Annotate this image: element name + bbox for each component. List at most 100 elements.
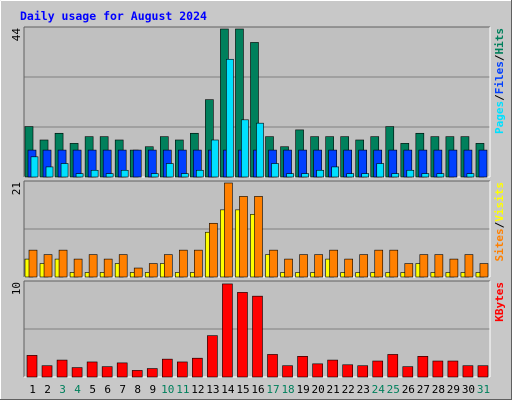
bar-files (178, 149, 187, 178)
x-tick-label: 1 (29, 383, 36, 396)
panel-kbytes (23, 280, 491, 378)
bar-visits (148, 263, 158, 278)
bar-visits (58, 249, 68, 278)
bar-visits (254, 196, 263, 278)
bar-visits (359, 254, 369, 278)
bar-pages (406, 169, 415, 178)
x-tick-label: 14 (221, 383, 235, 396)
bar-visits (449, 258, 459, 278)
axis-max-label: 44 (10, 28, 23, 42)
x-tick-label: 21 (327, 383, 340, 396)
bar-kbytes (357, 365, 369, 378)
legend-sites: Sites (493, 228, 506, 261)
x-tick-label: 25 (387, 383, 400, 396)
axis-max-label: 10 (10, 282, 23, 295)
x-tick-label: 9 (149, 383, 156, 396)
x-tick-label: 7 (119, 383, 126, 396)
bar-pages (150, 173, 159, 178)
bar-pages (421, 173, 430, 178)
x-tick-label: 13 (206, 383, 219, 396)
axis-max-label: 21 (10, 182, 23, 195)
legend-hits-files-pages: Pages/Files/Hits (493, 28, 506, 134)
bar-kbytes (116, 362, 128, 378)
bar-visits (329, 249, 338, 278)
bar-pages (30, 156, 39, 178)
bar-pages (346, 173, 354, 178)
bar-kbytes (372, 360, 384, 378)
panel-visits-sites (23, 180, 491, 278)
bar-kbytes (282, 365, 293, 378)
bar-kbytes (146, 368, 158, 378)
bar-pages (120, 169, 129, 178)
bar-kbytes (432, 360, 444, 378)
legend-files: Files (493, 61, 506, 94)
x-tick-label: 10 (161, 383, 174, 396)
bar-kbytes (297, 356, 308, 378)
bar-pages (60, 163, 69, 178)
bar-files (463, 149, 473, 178)
panel-hits-files-pages (23, 26, 491, 178)
legend-visits-sites: Sites/Visits (493, 182, 506, 262)
bar-visits (419, 254, 429, 278)
x-tick-label: 30 (462, 383, 475, 396)
bar-pages (286, 173, 294, 178)
bar-visits (118, 254, 128, 278)
bar-files (433, 149, 443, 178)
legend-visits: Visits (493, 182, 506, 222)
bar-visits (103, 258, 113, 278)
bar-visits (179, 249, 188, 278)
bar-visits (43, 254, 53, 278)
x-tick-label: 23 (357, 383, 370, 396)
x-tick-label: 29 (447, 383, 460, 396)
bar-pages (90, 169, 99, 178)
bar-visits (209, 222, 218, 278)
bar-files (283, 149, 292, 178)
legend-kbytes-label: KBytes (493, 282, 506, 322)
bar-kbytes (342, 364, 353, 378)
bar-pages (241, 119, 249, 178)
bar-visits (374, 249, 384, 278)
bar-visits (163, 254, 173, 278)
x-tick-label: 27 (417, 383, 430, 396)
bar-pages (361, 173, 370, 178)
x-tick-label: 18 (281, 383, 294, 396)
bar-files (478, 149, 488, 178)
bar-kbytes (192, 357, 203, 378)
legend-separator: / (493, 221, 506, 228)
bar-kbytes (101, 366, 113, 378)
x-tick-label: 28 (432, 383, 445, 396)
bar-pages (75, 173, 84, 178)
x-tick-label: 16 (251, 383, 264, 396)
bar-kbytes (131, 370, 143, 378)
bar-kbytes (462, 365, 474, 378)
bar-kbytes (327, 359, 338, 378)
legend-pages: Pages (493, 101, 506, 134)
bar-kbytes (252, 295, 263, 378)
bar-visits (299, 254, 308, 278)
bar-kbytes (177, 361, 188, 378)
bar-visits (284, 258, 293, 278)
bar-kbytes (402, 366, 414, 378)
x-tick-label: 19 (296, 383, 309, 396)
bar-visits (464, 254, 474, 278)
x-tick-label: 5 (89, 383, 96, 396)
bar-kbytes (207, 335, 218, 378)
bar-files (102, 149, 112, 178)
legend-separator: / (493, 54, 506, 61)
x-axis-labels: 1 2 3 4 5 6 7 8 9 10 11 12 13 14 15 16 17 18 19 20 21 22 23 24 2… (29, 383, 490, 396)
bar-pages (256, 122, 264, 178)
bar-files (418, 149, 428, 178)
x-tick-label: 12 (191, 383, 204, 396)
x-tick-label: 17 (266, 383, 279, 396)
bar-files (298, 149, 307, 178)
bar-kbytes (447, 360, 459, 378)
bar-files (343, 149, 352, 178)
bar-kbytes (86, 361, 98, 378)
bar-pages (391, 173, 400, 178)
bar-pages (165, 163, 174, 178)
bar-files (72, 149, 82, 178)
bar-pages (466, 173, 475, 178)
bar-kbytes (267, 354, 278, 378)
bar-kbytes (41, 365, 53, 378)
